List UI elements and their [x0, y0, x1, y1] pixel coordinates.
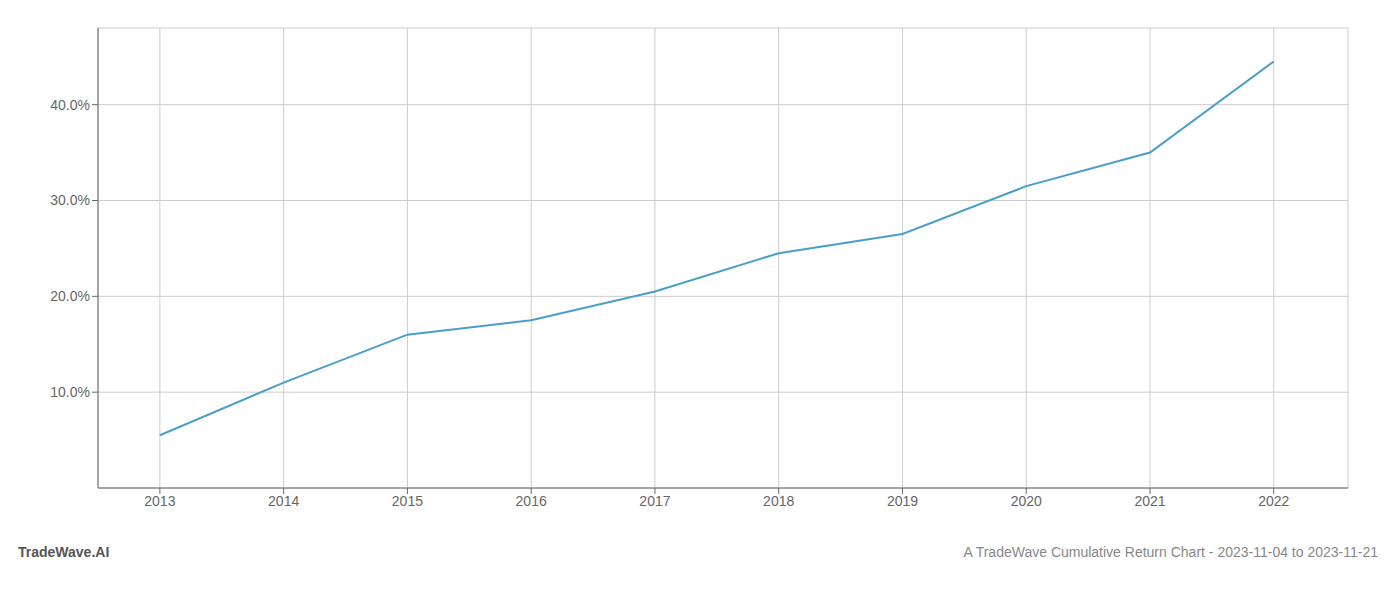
svg-text:2017: 2017 — [639, 493, 670, 509]
svg-text:2022: 2022 — [1258, 493, 1289, 509]
svg-text:20.0%: 20.0% — [50, 288, 90, 304]
svg-text:2019: 2019 — [887, 493, 918, 509]
svg-text:40.0%: 40.0% — [50, 97, 90, 113]
svg-text:2016: 2016 — [516, 493, 547, 509]
html-text:TradeWave.AI: TradeWave.AI — [18, 544, 110, 560]
svg-text:2020: 2020 — [1011, 493, 1042, 509]
svg-text:10.0%: 10.0% — [50, 384, 90, 400]
html-text:A TradeWave Cumulative Return: A TradeWave Cumulative Return Chart - 20… — [963, 544, 1378, 560]
svg-text:2021: 2021 — [1134, 493, 1165, 509]
svg-text:2015: 2015 — [392, 493, 423, 509]
svg-text:2014: 2014 — [268, 493, 299, 509]
svg-text:2018: 2018 — [763, 493, 794, 509]
svg-text:2013: 2013 — [144, 493, 175, 509]
svg-text:30.0%: 30.0% — [50, 192, 90, 208]
